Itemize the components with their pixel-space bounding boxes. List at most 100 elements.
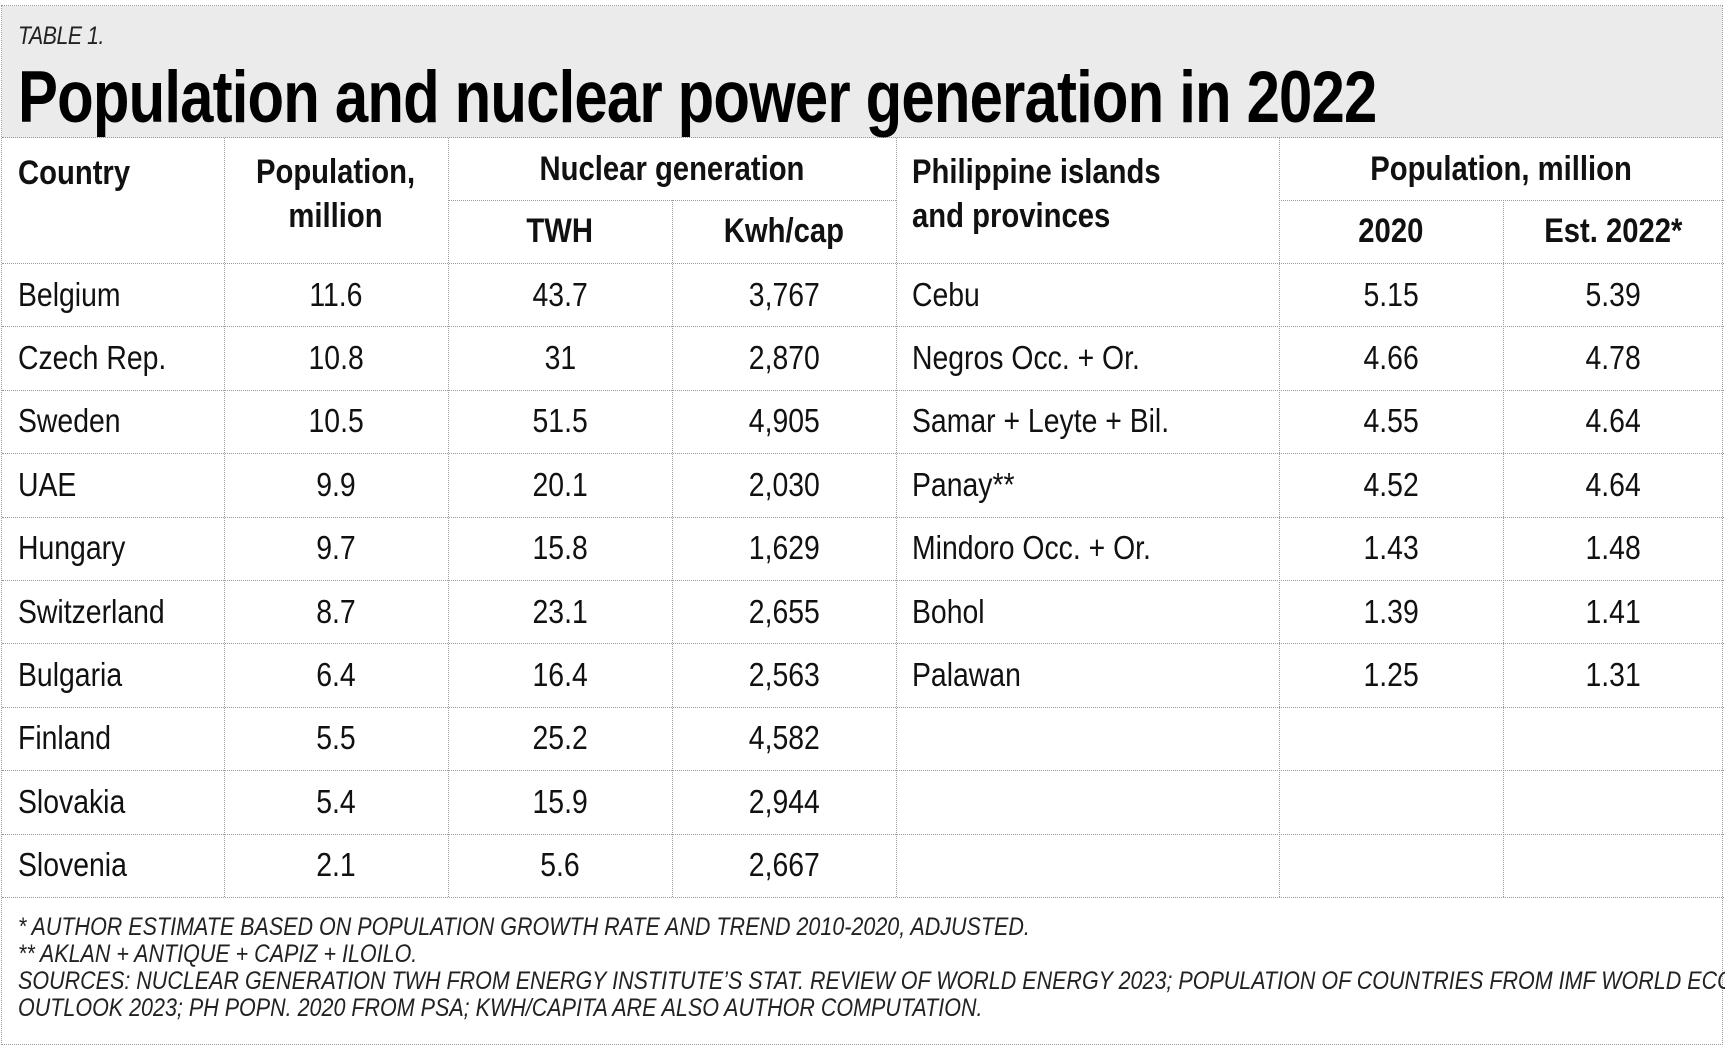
grid-divider <box>2 833 1724 835</box>
cell-country: Bulgaria <box>2 643 224 706</box>
cell-country: Slovenia <box>2 834 224 897</box>
cell-island-name: Bohol <box>896 580 1279 643</box>
cell-twh: 16.4 <box>448 643 672 706</box>
cell-kwh-cap-text: 2,944 <box>748 782 820 820</box>
grid-divider <box>448 200 896 201</box>
footnote-line: SOURCES: NUCLEAR GENERATION TWH FROM ENE… <box>18 967 1725 995</box>
cell-population: 9.7 <box>224 517 448 580</box>
cell-twh-text: 43.7 <box>532 275 588 313</box>
header-philippine-islands: Philippine islands and provinces <box>896 138 1279 263</box>
header-country: Country <box>2 138 224 208</box>
cell-pop-2022: 1.31 <box>1503 643 1724 706</box>
cell-country-text: Switzerland <box>18 592 165 630</box>
cell-twh-text: 15.8 <box>532 529 588 567</box>
header-2020: 2020 <box>1279 200 1503 263</box>
cell-country-text: Hungary <box>18 529 126 567</box>
cell-twh: 15.9 <box>448 770 672 833</box>
cell-pop-2022: 1.41 <box>1503 580 1724 643</box>
cell-kwh-cap: 4,582 <box>672 707 896 770</box>
cell-pop-2020: 4.66 <box>1279 326 1503 389</box>
cell-country: UAE <box>2 453 224 516</box>
header-twh: TWH <box>448 200 672 263</box>
grid-divider <box>2 706 1724 708</box>
cell-population-text: 11.6 <box>309 275 363 313</box>
cell-population: 10.8 <box>224 326 448 389</box>
cell-pop-2020: 1.43 <box>1279 517 1503 580</box>
cell-island-name: Samar + Leyte + Bil. <box>896 390 1279 453</box>
cell-kwh-cap-text: 2,655 <box>748 592 820 630</box>
grid-divider <box>2 897 1724 898</box>
cell-pop-2022-text: 5.39 <box>1585 275 1642 313</box>
header-nuclear-generation: Nuclear generation <box>448 138 896 200</box>
cell-country: Belgium <box>2 263 224 326</box>
cell-twh: 51.5 <box>448 390 672 453</box>
cell-country-text: UAE <box>18 465 77 503</box>
cell-kwh-cap: 2,563 <box>672 643 896 706</box>
cell-twh: 43.7 <box>448 263 672 326</box>
footnote-line: OUTLOOK 2023; PH POPN. 2020 FROM PSA; KW… <box>18 994 983 1022</box>
cell-pop-2020: 5.15 <box>1279 263 1503 326</box>
grid-divider <box>672 200 673 897</box>
cell-twh-text: 31 <box>544 339 576 377</box>
grid-divider <box>2 326 1724 328</box>
footnotes: * AUTHOR ESTIMATE BASED ON POPULATION GR… <box>18 913 1725 1022</box>
cell-population-text: 9.9 <box>316 465 356 503</box>
header-est-2022-text: Est. 2022* <box>1544 212 1683 250</box>
cell-kwh-cap: 4,905 <box>672 390 896 453</box>
table-header-band: TABLE 1. Population and nuclear power ge… <box>2 6 1722 138</box>
cell-kwh-cap: 2,667 <box>672 834 896 897</box>
cell-kwh-cap-text: 4,905 <box>748 402 820 440</box>
cell-island-name: Panay** <box>896 453 1279 516</box>
cell-twh-text: 23.1 <box>532 592 588 630</box>
cell-kwh-cap: 1,629 <box>672 517 896 580</box>
header-country-text: Country <box>18 153 131 192</box>
grid-divider <box>1279 200 1724 201</box>
table-frame: TABLE 1. Population and nuclear power ge… <box>1 5 1725 1045</box>
header-est-2022: Est. 2022* <box>1503 200 1724 263</box>
cell-country: Finland <box>2 707 224 770</box>
cell-island-name: Palawan <box>896 643 1279 706</box>
footnote-line: * AUTHOR ESTIMATE BASED ON POPULATION GR… <box>18 913 1030 941</box>
cell-country-text: Finland <box>18 719 112 757</box>
cell-island-name: Negros Occ. + Or. <box>896 326 1279 389</box>
cell-kwh-cap-text: 2,563 <box>748 656 820 694</box>
cell-kwh-cap-text: 3,767 <box>748 275 820 313</box>
cell-country: Sweden <box>2 390 224 453</box>
cell-kwh-cap: 2,870 <box>672 326 896 389</box>
header-population-million-text: Population, million <box>1370 149 1633 188</box>
cell-pop-2020-text: 1.43 <box>1363 529 1419 567</box>
cell-pop-2020-text: 1.39 <box>1363 592 1419 630</box>
cell-population: 6.4 <box>224 643 448 706</box>
table-title: Population and nuclear power generation … <box>18 57 1377 138</box>
cell-population-text: 2.1 <box>316 846 356 884</box>
cell-country: Switzerland <box>2 580 224 643</box>
cell-twh-text: 20.1 <box>532 465 588 503</box>
cell-pop-2022-text: 1.31 <box>1585 656 1642 694</box>
cell-pop-2022: 1.48 <box>1503 517 1724 580</box>
header-nuclear-generation-text: Nuclear generation <box>539 149 805 188</box>
cell-country-text: Bulgaria <box>18 656 123 694</box>
cell-pop-2020-text: 4.66 <box>1363 339 1419 377</box>
cell-pop-2020-text: 1.25 <box>1363 656 1419 694</box>
grid-divider <box>2 770 1724 772</box>
cell-twh: 20.1 <box>448 453 672 516</box>
grid-divider <box>2 580 1724 581</box>
cell-population-text: 8.7 <box>316 592 356 630</box>
cell-population-text: 6.4 <box>316 656 356 694</box>
cell-island-name-text: Cebu <box>912 275 980 313</box>
cell-population: 5.5 <box>224 707 448 770</box>
cell-island-name-text: Negros Occ. + Or. <box>912 339 1140 377</box>
cell-twh: 5.6 <box>448 834 672 897</box>
grid-divider <box>1503 200 1504 897</box>
cell-pop-2022: 5.39 <box>1503 263 1724 326</box>
cell-population-text: 5.4 <box>316 782 356 820</box>
cell-pop-2022: 4.78 <box>1503 326 1724 389</box>
cell-kwh-cap-text: 2,667 <box>748 846 820 884</box>
cell-island-name: Mindoro Occ. + Or. <box>896 517 1279 580</box>
cell-population: 5.4 <box>224 770 448 833</box>
header-population-line2: million <box>288 197 384 235</box>
cell-pop-2020-text: 4.52 <box>1363 465 1419 503</box>
cell-pop-2020: 1.39 <box>1279 580 1503 643</box>
header-kwh-cap-text: Kwh/cap <box>723 212 845 250</box>
cell-population: 11.6 <box>224 263 448 326</box>
